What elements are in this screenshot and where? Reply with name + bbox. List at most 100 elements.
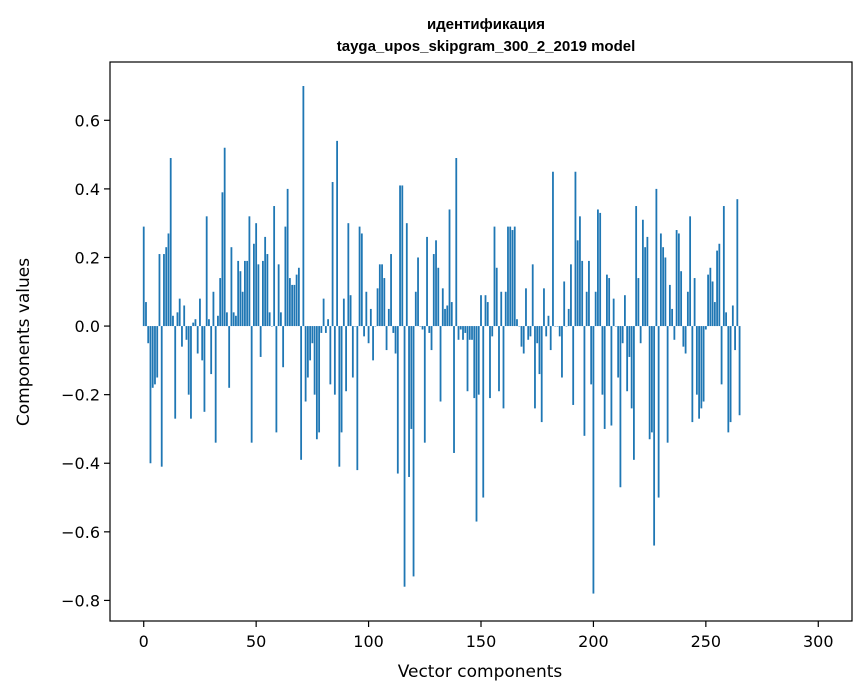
bar: [540, 326, 543, 423]
bar: [585, 291, 588, 327]
bar: [192, 322, 195, 327]
bar: [734, 326, 736, 351]
bar: [181, 326, 183, 347]
bar: [716, 250, 718, 327]
chart-subtitle: tayga_upos_skipgram_300_2_2019 model: [337, 38, 636, 55]
bar: [313, 326, 316, 395]
bar: [619, 326, 622, 488]
bar: [273, 206, 276, 327]
bar: [430, 326, 433, 351]
bar: [396, 326, 399, 474]
bar: [311, 326, 314, 344]
bar: [590, 326, 593, 385]
bar: [226, 312, 228, 327]
bar: [338, 326, 341, 467]
bar: [680, 271, 683, 327]
bar: [363, 326, 365, 337]
bar: [673, 326, 676, 340]
bar: [320, 326, 323, 333]
bar: [477, 326, 480, 395]
bar: [327, 319, 329, 327]
bar: [365, 291, 368, 327]
bar: [163, 254, 165, 327]
bar: [453, 326, 455, 453]
bar: [356, 326, 359, 471]
bar: [700, 326, 703, 409]
x-tick-label: 0: [139, 632, 149, 651]
bar: [286, 188, 289, 327]
bar: [194, 319, 197, 327]
bar: [635, 206, 638, 327]
bar: [349, 295, 352, 327]
bar: [738, 326, 741, 416]
bar: [702, 326, 705, 402]
bar: [329, 326, 332, 385]
bar: [405, 223, 408, 327]
bar: [659, 233, 662, 327]
bar: [666, 326, 669, 443]
bar: [432, 254, 435, 327]
bar: [655, 188, 658, 327]
bar: [300, 326, 303, 460]
bar: [201, 326, 204, 361]
bar: [612, 298, 615, 327]
bar: [574, 171, 577, 327]
bar: [610, 326, 613, 426]
bar: [468, 326, 471, 340]
bar: [736, 199, 739, 327]
bar: [486, 302, 489, 327]
bar: [592, 326, 595, 594]
bar: [444, 308, 446, 327]
bar: [360, 233, 363, 327]
bar: [441, 288, 444, 327]
bar: [203, 326, 206, 412]
bar: [318, 326, 321, 433]
bar: [682, 326, 685, 347]
bar: [511, 230, 514, 327]
bar: [628, 326, 631, 357]
x-axis-label: Vector components: [398, 662, 563, 682]
bar: [342, 298, 345, 327]
bars: [142, 86, 741, 594]
bar: [644, 247, 647, 327]
bar: [250, 326, 253, 443]
y-tick-label: 0.6: [75, 111, 100, 130]
bar: [376, 288, 379, 327]
bar: [662, 247, 665, 327]
bar: [639, 326, 642, 344]
bar: [698, 326, 700, 419]
bar: [637, 278, 640, 327]
y-tick-label: 0.4: [75, 180, 100, 199]
bar: [385, 326, 388, 351]
y-axis-ticks: 0.6 0.4 0.2 0.0 −0.2 −0.4 −0.6 −0.8: [61, 111, 110, 610]
y-tick-label: −0.2: [61, 386, 100, 405]
bar: [149, 326, 152, 464]
bar: [677, 233, 680, 327]
bar: [466, 326, 469, 392]
bar: [145, 302, 147, 327]
bar: [394, 326, 397, 354]
bar: [295, 274, 298, 327]
bar: [214, 326, 217, 443]
bar: [455, 158, 458, 327]
bar: [232, 312, 235, 327]
bar: [650, 326, 653, 433]
bar: [183, 305, 186, 327]
bar: [255, 223, 258, 327]
bar: [304, 326, 307, 402]
bar: [675, 230, 678, 327]
bar: [221, 192, 224, 327]
bar: [448, 209, 451, 327]
bar: [176, 312, 179, 327]
bar: [633, 326, 635, 460]
bar: [727, 326, 730, 433]
bar: [331, 182, 334, 327]
bar: [392, 326, 395, 333]
bar: [534, 326, 536, 409]
bar: [522, 326, 525, 354]
bar: [212, 291, 215, 327]
bar: [235, 315, 237, 327]
bar: [729, 326, 732, 423]
bar: [693, 278, 696, 327]
